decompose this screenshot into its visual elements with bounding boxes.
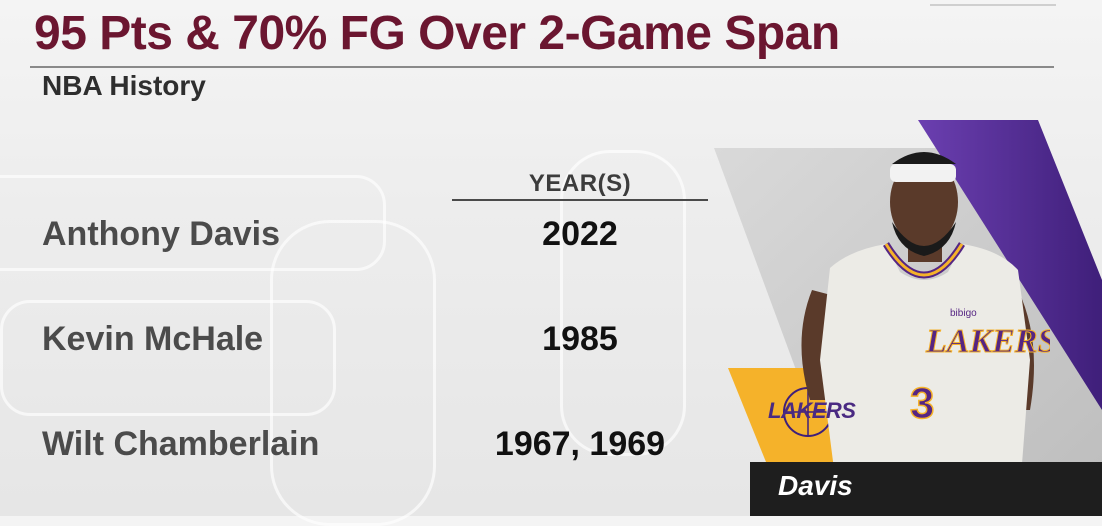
column-header-rule	[452, 199, 708, 201]
svg-text:bibigo: bibigo	[950, 308, 977, 319]
player-name: Kevin McHale	[42, 320, 264, 358]
player-figure	[801, 152, 1034, 516]
background-decoration	[560, 150, 686, 456]
player-name: Anthony Davis	[42, 215, 281, 253]
player-nameplate-text: Davis	[778, 470, 853, 501]
years-column-header: YEAR(S)	[528, 170, 632, 197]
player-name: Wilt Chamberlain	[42, 425, 320, 463]
background-decoration	[0, 300, 336, 416]
player-years: 1967, 1969	[494, 425, 666, 463]
player-years: 1985	[542, 320, 618, 358]
title-divider	[30, 66, 1054, 68]
graphic-subtitle: NBA History	[42, 70, 206, 101]
svg-text:3: 3	[910, 379, 934, 428]
player-photo-panel	[714, 120, 1102, 516]
jersey-lettering: LAKERS 3 bibigo	[909, 308, 1050, 429]
graphic-title: 95 Pts & 70% FG Over 2-Game Span	[34, 7, 840, 60]
team-logo-text: LAKERS	[768, 398, 856, 423]
player-nameplate	[750, 462, 1102, 516]
svg-text:LAKERS: LAKERS	[925, 323, 1050, 360]
corner-rule	[930, 4, 1056, 6]
player-years: 2022	[542, 215, 618, 253]
